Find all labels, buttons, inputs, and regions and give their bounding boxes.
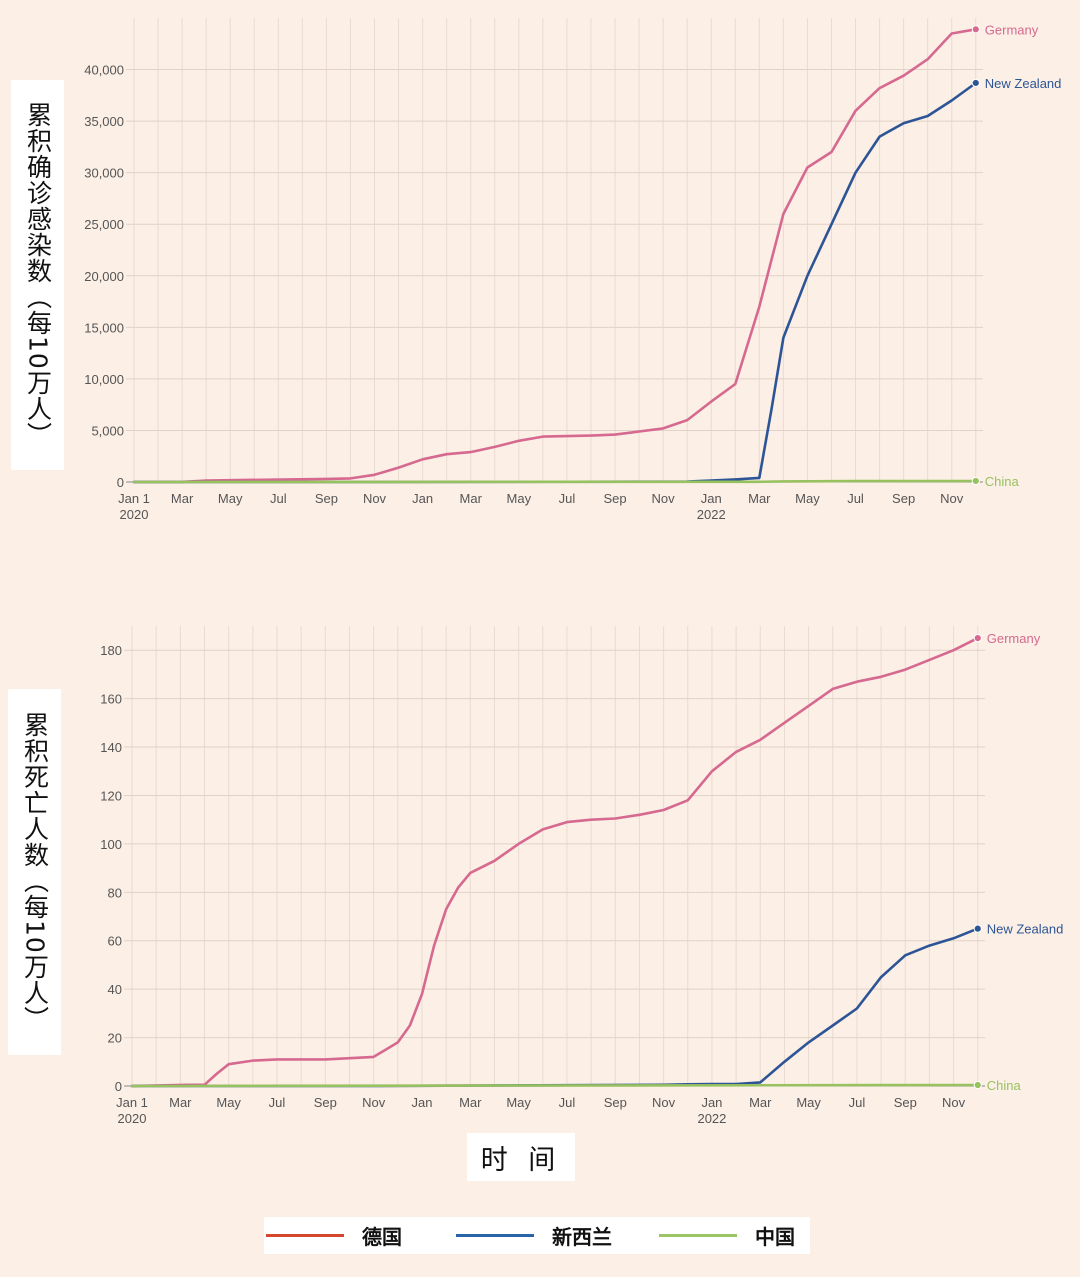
series-end-label-china: China — [985, 474, 1020, 489]
legend-swatch-new-zealand — [456, 1234, 534, 1237]
x-tick-year-label: 2022 — [697, 1111, 726, 1126]
x-axis-label: 时 间 — [480, 1144, 562, 1176]
x-tick-label: Jul — [559, 491, 576, 506]
cases-chart: 0 5,000 10,000 15,000 20,000 25,000 30,000 35,0… — [84, 18, 1062, 522]
x-tick-label: May — [218, 491, 243, 506]
series-end-label-germany: Germany — [987, 631, 1041, 646]
x-tick-label: Mar — [171, 491, 194, 506]
x-tick-label: May — [506, 1095, 531, 1110]
x-tick-label: Jul — [847, 491, 864, 506]
series-line-germany — [130, 636, 980, 1088]
x-tick-label: Jan — [412, 491, 433, 506]
y-tick-label: 40 — [108, 982, 122, 997]
y-tick-label: 15,000 — [84, 320, 124, 335]
x-tick-label: Nov — [940, 491, 964, 506]
x-tick-label: Jul — [559, 1095, 576, 1110]
x-tick-label: Mar — [749, 1095, 772, 1110]
legend-item-new-zealand: 新西兰 — [456, 1217, 612, 1254]
y-tick-label: 20 — [108, 1031, 122, 1046]
series-end-dot-china — [971, 476, 980, 486]
series-end-dot-china — [973, 1080, 982, 1090]
legend-item-china: 中国 — [659, 1217, 795, 1254]
x-tick-label: Nov — [652, 1095, 676, 1110]
x-axis-label-box: 时 间 — [467, 1133, 575, 1181]
x-tick-label: Jan 1 — [118, 491, 150, 506]
x-tick-label: May — [795, 491, 820, 506]
y-tick-label: 25,000 — [84, 217, 124, 232]
legend-label-germany: 德国 — [362, 1225, 402, 1249]
legend: 德国 新西兰 中国 — [264, 1217, 810, 1254]
x-tick-year-label: 2022 — [697, 507, 726, 522]
x-tick-label: Sep — [603, 491, 626, 506]
y-tick-label: 30,000 — [84, 166, 124, 181]
x-tick-label: Jan — [701, 1095, 722, 1110]
y-tick-label: 10,000 — [84, 372, 124, 387]
series-line-new-zealand — [130, 927, 980, 1088]
cases-y-axis-label-box: 累积确诊感染数（每10万人） — [11, 80, 64, 470]
legend-item-germany: 德国 — [266, 1217, 402, 1254]
x-tick-label: Jan — [411, 1095, 432, 1110]
y-tick-label: 100 — [100, 837, 122, 852]
y-tick-label: 20,000 — [84, 269, 124, 284]
series-end-label-new-zealand: New Zealand — [987, 922, 1064, 937]
deaths-y-axis-label-box: 累积死亡人数（每10万人） — [8, 689, 61, 1055]
x-tick-label: Jan 1 — [116, 1095, 148, 1110]
series-end-dot-germany — [971, 25, 980, 34]
x-tick-year-label: 2020 — [118, 1111, 147, 1126]
x-tick-label: May — [507, 491, 532, 506]
y-tick-label: 120 — [100, 788, 122, 803]
deaths-y-axis-label: 累积死亡人数（每10万人） — [20, 712, 50, 1032]
x-tick-label: Nov — [363, 491, 387, 506]
y-tick-label: 60 — [108, 934, 122, 949]
series-line-china — [130, 1083, 980, 1088]
x-tick-year-label: 2020 — [120, 507, 149, 522]
y-tick-label: 160 — [100, 692, 122, 707]
legend-label-china: 中国 — [755, 1225, 795, 1249]
series-end-dot-new-zealand — [971, 78, 980, 88]
x-tick-label: Sep — [314, 1095, 337, 1110]
x-tick-label: Sep — [894, 1095, 917, 1110]
x-tick-label: Nov — [942, 1095, 966, 1110]
x-tick-label: May — [216, 1095, 241, 1110]
y-tick-label: 0 — [115, 1079, 122, 1094]
x-tick-label: Mar — [460, 491, 483, 506]
series-end-label-china: China — [987, 1078, 1022, 1093]
y-tick-label: 180 — [100, 643, 122, 658]
x-tick-label: Nov — [652, 491, 676, 506]
legend-swatch-china — [659, 1234, 737, 1237]
cases-y-axis-label: 累积确诊感染数（每10万人） — [23, 102, 53, 448]
y-tick-label: 40,000 — [84, 63, 124, 78]
x-tick-label: Jul — [270, 491, 287, 506]
series-end-label-germany: Germany — [985, 22, 1039, 37]
deaths-chart: 0 20 40 60 80 100 120 140 160 180 Jan 1 Mar May Jul Se… — [100, 626, 1064, 1126]
series-end-dot-germany — [973, 634, 982, 643]
x-tick-label: Mar — [169, 1095, 192, 1110]
x-tick-label: Jul — [269, 1095, 286, 1110]
x-tick-label: Jan — [701, 491, 722, 506]
x-tick-label: Jul — [849, 1095, 866, 1110]
x-tick-label: Mar — [459, 1095, 482, 1110]
y-tick-label: 0 — [117, 475, 124, 490]
series-line-china — [132, 479, 978, 484]
x-tick-label: Mar — [748, 491, 771, 506]
series-line-germany — [132, 28, 978, 484]
x-tick-label: Sep — [892, 491, 915, 506]
x-tick-label: Sep — [604, 1095, 627, 1110]
legend-swatch-germany — [266, 1234, 344, 1237]
series-line-new-zealand — [132, 81, 978, 484]
y-tick-label: 5,000 — [91, 423, 124, 438]
x-tick-label: May — [796, 1095, 821, 1110]
legend-label-new-zealand: 新西兰 — [552, 1225, 612, 1249]
y-tick-label: 35,000 — [84, 114, 124, 129]
y-tick-label: 140 — [100, 740, 122, 755]
series-end-label-new-zealand: New Zealand — [985, 76, 1062, 91]
x-tick-label: Nov — [362, 1095, 386, 1110]
series-end-dot-new-zealand — [973, 924, 982, 933]
y-tick-label: 80 — [108, 885, 122, 900]
x-tick-label: Sep — [315, 491, 338, 506]
